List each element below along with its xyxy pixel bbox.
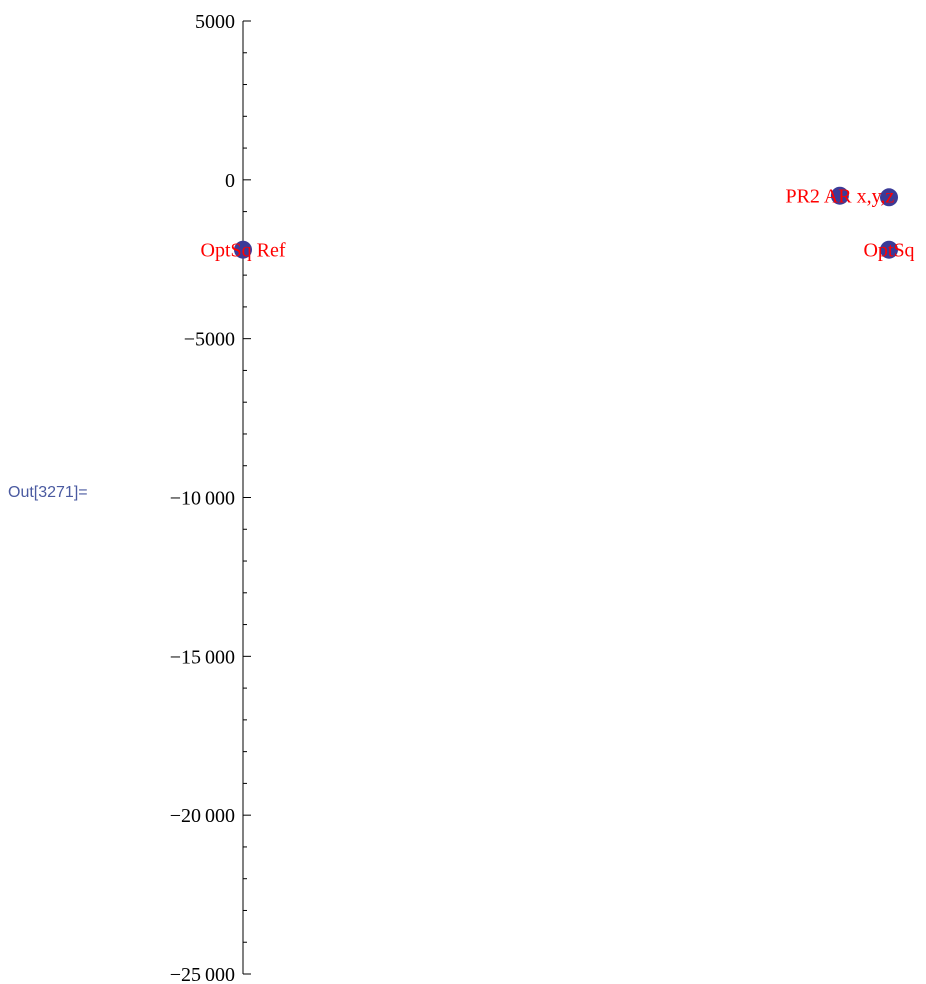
output-cell-label: Out[3271]= [8, 484, 88, 501]
y-tick-label: −10 000 [170, 488, 235, 510]
y-tick-label: 5000 [195, 11, 235, 33]
y-axis: 5000 0 −5000 −10 000 −15 000 −20 000 −25 000 [170, 11, 251, 984]
y-tick-label: −25 000 [170, 964, 235, 984]
point-label: PR2 AR x,y,z [785, 186, 894, 208]
data-point [880, 240, 898, 259]
y-tick-label: −5000 [184, 329, 235, 351]
data-point [234, 240, 252, 259]
point-labels: OptSq Ref PR2 AR x,y,z OptSq [201, 186, 915, 262]
y-tick-label: 0 [225, 170, 235, 192]
data-points [234, 186, 898, 259]
y-tick-label: −20 000 [170, 805, 235, 827]
y-tick-label: −15 000 [170, 646, 235, 668]
point-label: OptSq [863, 240, 914, 262]
data-point [880, 188, 898, 207]
point-label: OptSq Ref [201, 240, 286, 262]
data-point [830, 186, 849, 205]
